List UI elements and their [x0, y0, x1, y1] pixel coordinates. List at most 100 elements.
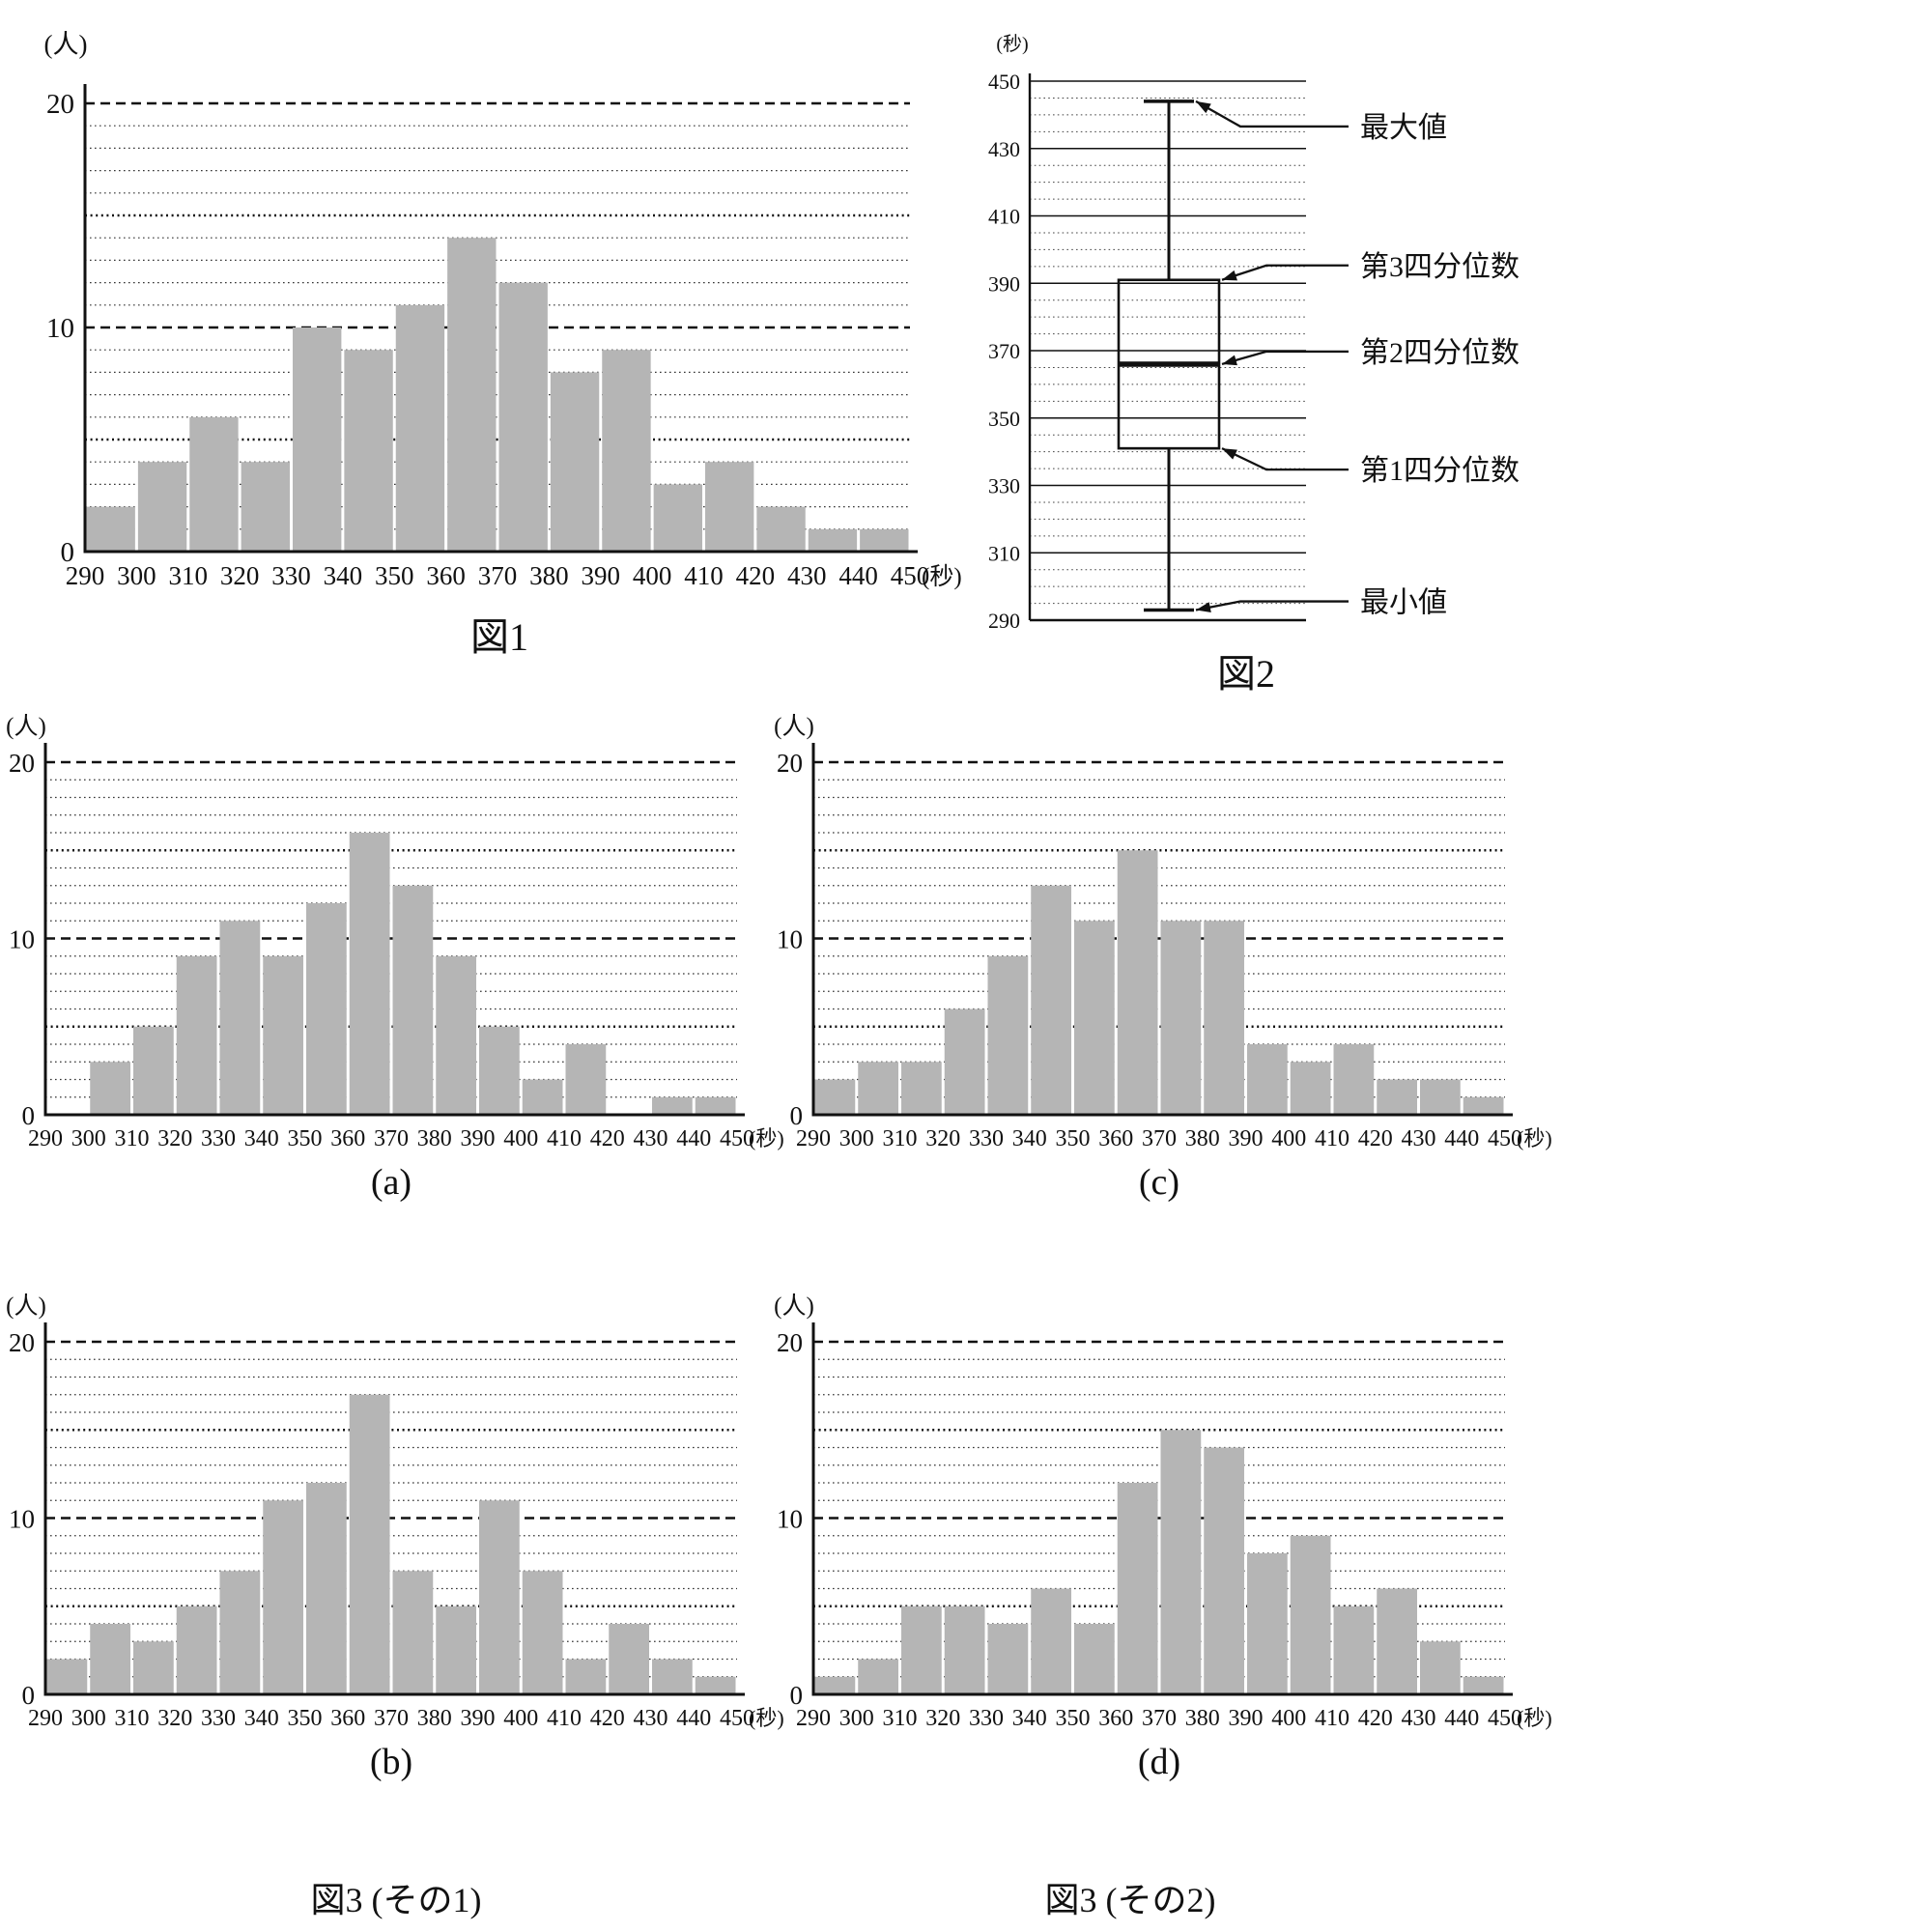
svg-text:340: 340 — [244, 1126, 279, 1151]
svg-text:10: 10 — [9, 925, 35, 954]
histogram-b-caption: (b) — [369, 1742, 413, 1782]
histogram-a-panel: 0 10 20 (人) 290 300 310 320 330 340 350 360 370 380 39… — [5, 707, 807, 1248]
svg-text:(秒): (秒) — [749, 1126, 784, 1151]
svg-text:360: 360 — [330, 1126, 365, 1151]
svg-text:450: 450 — [720, 1706, 754, 1731]
svg-text:第2四分位数: 第2四分位数 — [1360, 337, 1520, 369]
svg-text:350: 350 — [375, 561, 414, 590]
svg-text:430: 430 — [787, 561, 827, 590]
svg-text:330: 330 — [201, 1126, 236, 1151]
svg-text:10: 10 — [9, 1505, 35, 1534]
svg-text:330: 330 — [988, 474, 1020, 498]
histogram-c: 0 10 20 (人) 290 300 310 320 330 340 350 360 370 380 39… — [774, 714, 1552, 1151]
svg-text:300: 300 — [71, 1126, 106, 1151]
svg-text:20: 20 — [777, 749, 803, 778]
svg-text:0: 0 — [22, 1101, 36, 1130]
svg-text:420: 420 — [1358, 1706, 1393, 1731]
svg-text:390: 390 — [582, 561, 621, 590]
svg-text:430: 430 — [1402, 1126, 1436, 1151]
svg-text:340: 340 — [324, 561, 363, 590]
svg-text:450: 450 — [1488, 1126, 1522, 1151]
svg-text:400: 400 — [503, 1706, 538, 1731]
figure2-boxplot: 450 430 410 390 370 350 330 310 290 (秒) 最大値第3四分位数第… — [988, 33, 1520, 633]
svg-text:450: 450 — [720, 1126, 754, 1151]
svg-text:390: 390 — [461, 1706, 496, 1731]
svg-text:420: 420 — [590, 1126, 625, 1151]
svg-text:(人): (人) — [6, 714, 46, 740]
svg-text:20: 20 — [9, 1328, 35, 1357]
svg-text:20: 20 — [777, 1328, 803, 1357]
svg-text:340: 340 — [1012, 1706, 1047, 1731]
svg-text:360: 360 — [330, 1706, 365, 1731]
svg-text:350: 350 — [1056, 1706, 1091, 1731]
svg-text:10: 10 — [46, 313, 74, 344]
svg-text:370: 370 — [478, 561, 518, 590]
figure1-caption: 図1 — [470, 615, 528, 659]
svg-text:360: 360 — [1098, 1706, 1133, 1731]
svg-text:300: 300 — [839, 1126, 874, 1151]
svg-text:340: 340 — [244, 1706, 279, 1731]
svg-text:330: 330 — [271, 561, 311, 590]
svg-text:410: 410 — [988, 205, 1020, 229]
svg-text:第3四分位数: 第3四分位数 — [1360, 251, 1520, 283]
svg-text:430: 430 — [988, 137, 1020, 161]
svg-text:440: 440 — [1444, 1126, 1479, 1151]
svg-text:330: 330 — [969, 1126, 1004, 1151]
svg-text:第1四分位数: 第1四分位数 — [1360, 455, 1520, 487]
svg-text:400: 400 — [1271, 1126, 1306, 1151]
svg-text:320: 320 — [925, 1706, 960, 1731]
svg-text:430: 430 — [634, 1706, 668, 1731]
svg-text:10: 10 — [777, 925, 803, 954]
svg-text:0: 0 — [61, 537, 75, 568]
svg-text:360: 360 — [1098, 1126, 1133, 1151]
svg-text:380: 380 — [417, 1126, 452, 1151]
svg-text:370: 370 — [988, 339, 1020, 363]
svg-text:(秒): (秒) — [1517, 1706, 1552, 1730]
svg-text:(秒): (秒) — [1517, 1126, 1552, 1151]
svg-text:400: 400 — [503, 1126, 538, 1151]
histogram-d: 0 10 20 (人) 290 300 310 320 330 340 350 360 370 380 39… — [774, 1293, 1552, 1731]
svg-text:330: 330 — [201, 1706, 236, 1731]
svg-text:(人): (人) — [774, 1293, 814, 1320]
figure3-part2-caption: 図3 (その2) — [1044, 1881, 1216, 1919]
svg-text:370: 370 — [374, 1126, 409, 1151]
svg-text:(秒): (秒) — [749, 1706, 784, 1730]
histogram-a: 0 10 20 (人) 290 300 310 320 330 340 350 360 370 380 39… — [6, 714, 784, 1151]
svg-text:420: 420 — [736, 561, 776, 590]
svg-text:390: 390 — [1229, 1126, 1264, 1151]
svg-text:(人): (人) — [6, 1293, 46, 1320]
svg-text:310: 310 — [883, 1126, 918, 1151]
svg-text:410: 410 — [547, 1126, 582, 1151]
svg-text:0: 0 — [22, 1681, 36, 1710]
svg-text:380: 380 — [1185, 1706, 1220, 1731]
svg-text:290: 290 — [988, 609, 1020, 633]
svg-text:350: 350 — [988, 407, 1020, 431]
histogram-d-panel: 0 10 20 (人) 290 300 310 320 330 340 350 360 370 380 39… — [773, 1287, 1575, 1828]
svg-text:440: 440 — [676, 1706, 711, 1731]
svg-text:20: 20 — [46, 89, 74, 120]
svg-text:370: 370 — [374, 1706, 409, 1731]
histogram-b-panel: 0 10 20 (人) 290 300 310 320 330 340 350 360 370 380 39… — [5, 1287, 807, 1828]
svg-text:320: 320 — [157, 1126, 192, 1151]
svg-text:300: 300 — [839, 1706, 874, 1731]
svg-text:350: 350 — [288, 1126, 323, 1151]
svg-text:最小値: 最小値 — [1360, 587, 1447, 619]
svg-text:20: 20 — [9, 749, 35, 778]
svg-text:310: 310 — [883, 1706, 918, 1731]
svg-text:360: 360 — [426, 561, 466, 590]
svg-text:440: 440 — [676, 1126, 711, 1151]
svg-text:10: 10 — [777, 1505, 803, 1534]
svg-text:410: 410 — [684, 561, 724, 590]
svg-text:450: 450 — [891, 561, 930, 590]
svg-text:300: 300 — [117, 561, 156, 590]
svg-text:390: 390 — [1229, 1706, 1264, 1731]
figure1-histogram: 0 10 20 (人) 290 300 310 320 330 340 350 360 370 380 39… — [44, 30, 962, 590]
svg-text:410: 410 — [1315, 1126, 1350, 1151]
svg-text:390: 390 — [461, 1126, 496, 1151]
svg-text:390: 390 — [988, 271, 1020, 296]
svg-text:0: 0 — [790, 1101, 804, 1130]
svg-text:310: 310 — [115, 1126, 150, 1151]
svg-text:450: 450 — [988, 70, 1020, 94]
svg-text:290: 290 — [66, 561, 105, 590]
svg-text:440: 440 — [1444, 1706, 1479, 1731]
